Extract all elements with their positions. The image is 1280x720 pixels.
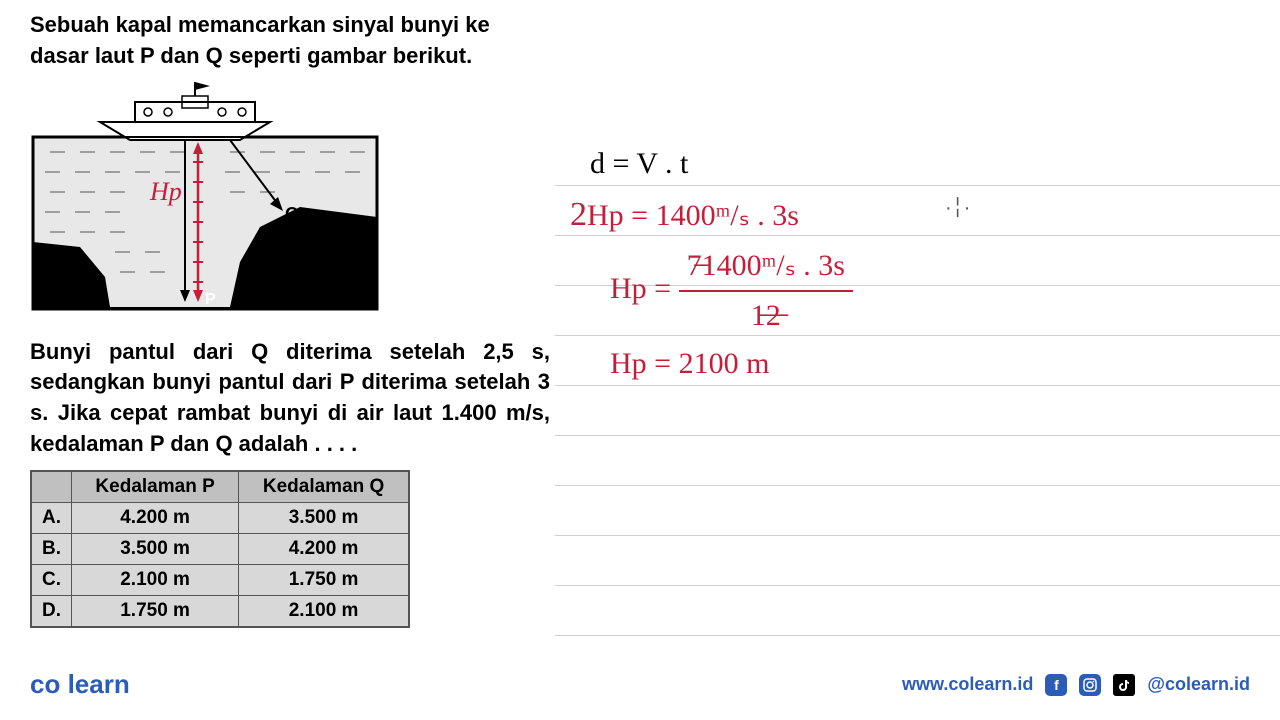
table-row: D. 1.750 m 2.100 m: [31, 595, 409, 627]
colearn-logo: co learn: [30, 669, 130, 700]
footer: co learn www.colearn.id f @colearn.id: [30, 669, 1250, 700]
svg-text:Q: Q: [285, 204, 299, 224]
table-row: B. 3.500 m 4.200 m: [31, 533, 409, 564]
table-row: C. 2.100 m 1.750 m: [31, 564, 409, 595]
question-part1: Sebuah kapal memancarkan sinyal bunyi ke…: [30, 10, 550, 72]
hp-diagram-label: Hp: [150, 177, 182, 207]
question-panel: Sebuah kapal memancarkan sinyal bunyi ke…: [30, 10, 550, 628]
question-part2: Bunyi pantul dari Q diterima setelah 2,5…: [30, 337, 550, 460]
instagram-icon: [1079, 674, 1101, 696]
formula-line3: Hp = 7̶1400ᵐ/ₛ . 3s1̶2̶: [590, 242, 1260, 340]
answer-options-table: Kedalaman P Kedalaman Q A. 4.200 m 3.500…: [30, 470, 410, 628]
formula-line4: Hp = 2100 m: [610, 340, 1260, 388]
formula-line1: d = V . t: [590, 140, 1260, 188]
svg-text:P: P: [205, 291, 216, 308]
tiktok-icon: [1113, 674, 1135, 696]
cursor-marker: ·╎·: [945, 195, 970, 220]
ship-sonar-diagram: P Q Hp: [30, 82, 380, 312]
footer-right: www.colearn.id f @colearn.id: [902, 674, 1250, 696]
footer-handle: @colearn.id: [1147, 674, 1250, 695]
footer-url: www.colearn.id: [902, 674, 1033, 695]
facebook-icon: f: [1045, 674, 1067, 696]
table-header-blank: [31, 471, 72, 503]
table-header-q: Kedalaman Q: [239, 471, 409, 503]
table-header-p: Kedalaman P: [72, 471, 239, 503]
handwriting-panel: d = V . t 2Hp = 1400ᵐ/ₛ . 3s Hp = 7̶1400…: [560, 140, 1260, 388]
formula-line2: 2Hp = 1400ᵐ/ₛ . 3s: [590, 188, 1260, 242]
table-row: A. 4.200 m 3.500 m: [31, 502, 409, 533]
